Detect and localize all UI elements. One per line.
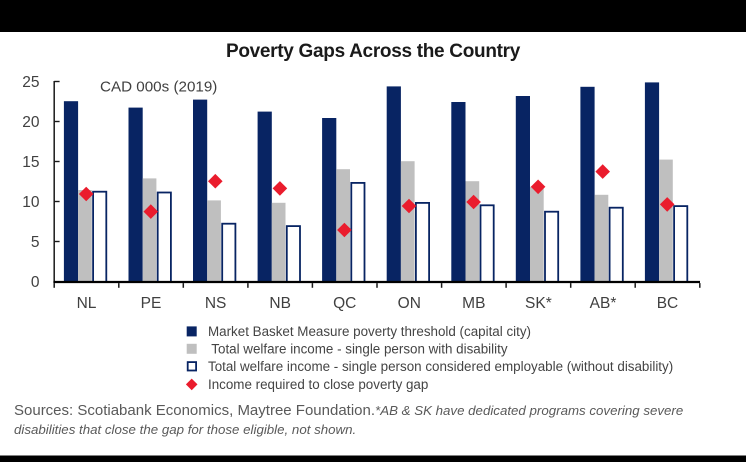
svg-text:PE: PE	[141, 295, 162, 312]
svg-text:Poverty Gaps Across the Countr: Poverty Gaps Across the Country	[226, 41, 521, 62]
svg-text:SK*: SK*	[525, 295, 552, 312]
svg-text:Market Basket Measure poverty: Market Basket Measure poverty threshold …	[208, 324, 531, 339]
svg-text:NS: NS	[205, 295, 227, 312]
svg-text:QC: QC	[333, 295, 356, 312]
svg-text:Sources: Scotiabank Economics,: Sources: Scotiabank Economics, Maytree F…	[14, 402, 683, 419]
svg-text:Income required to close pover: Income required to close poverty gap	[208, 377, 428, 392]
svg-text:Total welfare income - single: Total welfare income - single person con…	[208, 359, 673, 374]
svg-text:ON: ON	[398, 295, 421, 312]
svg-text:CAD 000s (2019): CAD 000s (2019)	[100, 79, 217, 96]
svg-text:NB: NB	[269, 295, 291, 312]
svg-text:0: 0	[31, 274, 40, 291]
svg-text:5: 5	[31, 234, 40, 251]
svg-text:MB: MB	[462, 295, 485, 312]
svg-text:disabilities that close the ga: disabilities that close the gap for thos…	[14, 422, 356, 437]
svg-text:BC: BC	[657, 295, 679, 312]
svg-text:Total welfare income - single: Total welfare income - single person wit…	[211, 341, 508, 356]
svg-text:20: 20	[22, 114, 40, 131]
svg-text:25: 25	[22, 74, 39, 91]
svg-text:10: 10	[22, 194, 40, 211]
svg-text:AB*: AB*	[590, 295, 617, 312]
svg-text:15: 15	[22, 154, 39, 171]
svg-text:NL: NL	[77, 295, 97, 312]
